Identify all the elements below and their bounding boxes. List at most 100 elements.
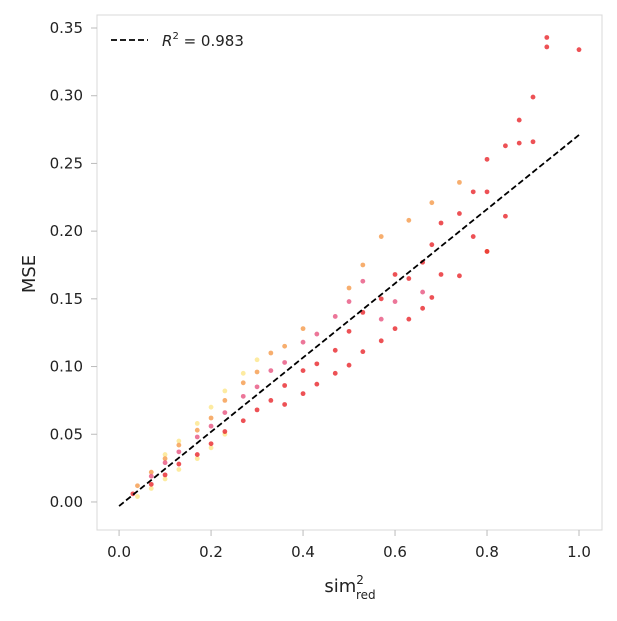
point xyxy=(268,398,274,403)
point xyxy=(176,438,182,444)
point xyxy=(544,35,550,40)
point xyxy=(429,295,435,300)
point xyxy=(162,460,168,466)
point xyxy=(208,445,214,451)
y-tick-label: 0.00 xyxy=(50,493,83,511)
point xyxy=(530,94,536,100)
point xyxy=(148,481,154,487)
y-axis-label: MSE xyxy=(19,255,40,293)
point xyxy=(346,285,352,291)
point xyxy=(484,249,490,254)
point xyxy=(282,402,288,407)
point xyxy=(457,179,462,185)
point xyxy=(162,456,168,462)
point xyxy=(148,486,154,491)
point xyxy=(457,211,462,216)
point xyxy=(530,139,536,145)
point xyxy=(378,234,384,239)
point xyxy=(346,328,352,334)
point xyxy=(346,362,352,368)
point xyxy=(470,234,476,239)
point xyxy=(268,368,274,374)
point xyxy=(162,476,168,482)
fit-line xyxy=(118,134,580,507)
legend-label-sup: 2 xyxy=(172,31,178,42)
point xyxy=(438,220,444,226)
point xyxy=(300,326,306,332)
y-tick-label: 0.25 xyxy=(50,154,83,172)
point xyxy=(420,289,426,295)
point xyxy=(484,189,490,195)
point xyxy=(240,370,246,376)
y-tick-label: 0.10 xyxy=(50,358,83,376)
point xyxy=(438,272,444,277)
point xyxy=(503,143,508,149)
point xyxy=(360,349,366,355)
point xyxy=(222,398,228,403)
point xyxy=(176,467,182,472)
point xyxy=(222,388,228,394)
point xyxy=(282,360,288,365)
point xyxy=(176,461,182,467)
x-tick-label: 0.4 xyxy=(291,543,315,561)
point xyxy=(470,189,476,195)
point xyxy=(208,404,214,410)
point xyxy=(194,456,200,462)
point xyxy=(300,339,306,345)
point xyxy=(378,316,384,322)
point xyxy=(282,383,288,388)
y-tick-label: 0.05 xyxy=(50,425,83,443)
point xyxy=(378,296,384,302)
point xyxy=(282,343,288,349)
point xyxy=(332,347,338,353)
y-tick-label: 0.35 xyxy=(50,19,83,37)
point xyxy=(254,407,260,413)
point xyxy=(314,331,320,337)
point xyxy=(240,380,246,386)
point xyxy=(135,494,140,499)
point xyxy=(254,369,260,375)
point xyxy=(194,427,200,433)
point xyxy=(457,273,462,279)
point xyxy=(503,213,508,219)
plot-frame xyxy=(96,14,603,531)
point xyxy=(484,156,490,162)
point xyxy=(392,326,398,332)
point xyxy=(222,410,228,415)
point xyxy=(378,338,384,344)
point xyxy=(222,429,228,434)
point xyxy=(406,316,412,322)
point xyxy=(392,272,398,277)
point xyxy=(254,384,260,390)
x-tick-label: 0.0 xyxy=(107,543,131,561)
x-axis-label-sup: 2 xyxy=(356,573,364,587)
point xyxy=(332,314,338,319)
point xyxy=(176,442,182,448)
point xyxy=(576,47,582,53)
point xyxy=(346,299,352,304)
point xyxy=(162,472,168,478)
point xyxy=(208,441,214,447)
point xyxy=(208,415,214,421)
point xyxy=(314,361,320,367)
y-tick-label: 0.15 xyxy=(50,290,83,308)
point xyxy=(208,423,214,429)
point xyxy=(360,262,366,268)
x-tick-label: 0.8 xyxy=(475,543,499,561)
point xyxy=(300,391,306,397)
point xyxy=(194,421,200,426)
point xyxy=(254,357,260,363)
y-tick-label: 0.20 xyxy=(50,222,83,240)
point xyxy=(194,452,200,457)
point xyxy=(135,483,140,489)
y-tick-label: 0.30 xyxy=(50,87,83,105)
point xyxy=(300,368,306,374)
point xyxy=(148,469,154,475)
point xyxy=(420,305,426,311)
point xyxy=(406,276,412,281)
x-tick-label: 0.6 xyxy=(383,543,407,561)
point xyxy=(429,200,435,206)
x-axis-label: sim2 red xyxy=(324,573,375,602)
